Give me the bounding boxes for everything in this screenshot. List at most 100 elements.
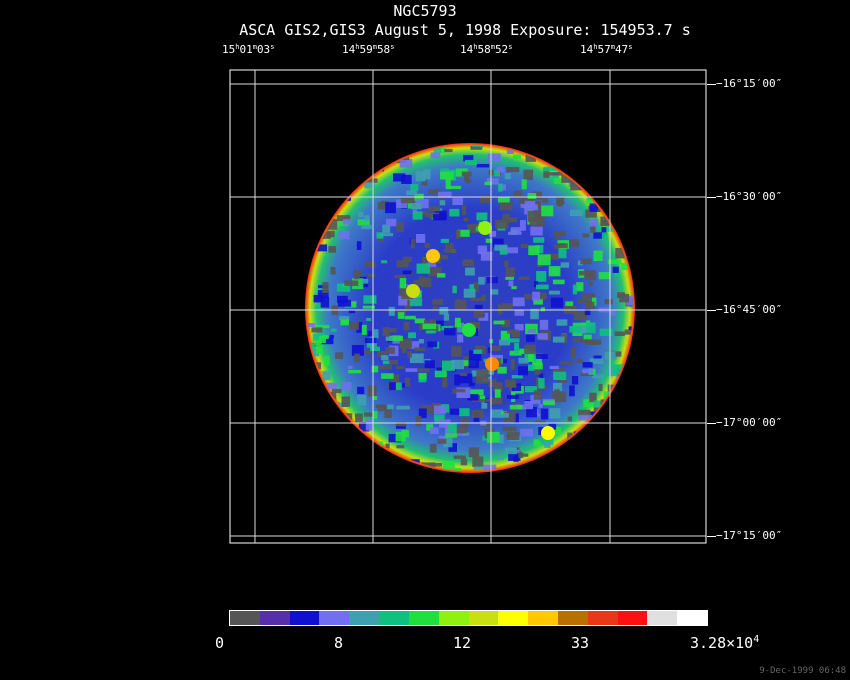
emission-pixel [616,462,621,471]
coordinate-grid [230,70,706,543]
emission-pixel [537,333,548,340]
timestamp: 9-Dec-1999 06:48 [759,666,846,676]
emission-pixel [402,270,412,275]
emission-pixel [561,174,575,183]
emission-pixel [380,233,393,237]
emission-pixel [582,233,590,238]
emission-pixel [540,307,545,312]
dec-label-5: −17°15′00″ [716,529,783,542]
emission-pixel [449,208,460,217]
emission-pixel [429,427,439,435]
emission-pixel [393,173,406,182]
xray-emission-map [307,145,641,478]
emission-pixel [504,411,516,423]
emission-pixel [549,408,561,419]
emission-pixel [593,232,605,239]
emission-pixel [615,430,630,436]
emission-pixel [456,426,468,434]
emission-pixel [560,262,570,268]
emission-pixel [352,165,359,174]
emission-pixel [625,208,633,216]
emission-pixel [599,328,613,337]
emission-pixel [518,452,524,458]
emission-pixel [325,218,338,230]
emission-pixel [635,471,641,478]
emission-pixel [494,389,501,398]
emission-pixel [424,360,435,369]
emission-pixel [420,468,431,471]
emission-pixel [432,320,444,328]
emission-pixel [617,459,628,470]
emission-pixel [389,382,396,391]
emission-pixel [320,416,334,425]
emission-pixel [436,367,443,374]
emission-pixel [510,359,515,370]
emission-pixel [561,145,576,147]
emission-pixel [371,365,379,373]
emission-pixel [548,290,560,295]
emission-pixel [609,446,617,453]
emission-pixel [467,394,479,401]
emission-pixel [591,297,597,306]
emission-pixel [473,466,484,470]
emission-pixel [533,390,543,400]
emission-pixel [496,456,504,461]
emission-pixel [327,230,335,238]
emission-pixel [308,367,313,375]
emission-pixel [553,382,563,391]
emission-pixel [493,320,505,325]
emission-pixel [372,411,378,419]
emission-pixel [526,406,537,418]
emission-pixel [385,443,390,449]
emission-pixel [470,297,483,301]
emission-pixel [312,333,325,342]
emission-pixel [322,282,329,293]
colorbar-label-max: 3.28×104 [690,634,760,652]
emission-pixel [337,295,348,303]
emission-pixel [493,169,500,177]
emission-pixel [441,146,446,154]
colorbar-label-4: 33 [571,634,590,652]
emission-pixel [364,412,373,417]
emission-pixel [326,445,338,456]
emission-pixel [437,438,447,444]
emission-pixel [439,200,446,206]
emission-pixel [317,187,323,192]
emission-pixel [513,413,519,424]
emission-pixel [356,322,363,333]
emission-pixel [536,271,547,282]
colorbar-swatch [408,611,439,625]
emission-pixel [336,470,348,471]
emission-pixel [395,421,407,427]
emission-pixel [367,330,372,337]
emission-pixel [514,324,524,331]
emission-pixel [623,176,633,183]
emission-pixel [400,344,409,348]
emission-pixel [518,357,529,364]
emission-pixel [457,372,468,377]
emission-pixel [459,408,470,417]
emission-pixel [423,169,431,180]
emission-pixel [310,163,319,173]
emission-pixel [480,251,493,261]
emission-pixel [561,151,566,159]
emission-pixel [472,456,484,467]
emission-pixel [603,391,609,402]
emission-pixel [590,223,596,233]
emission-pixel [501,413,509,418]
emission-pixel [494,244,508,251]
emission-pixel [519,348,530,355]
emission-pixel [347,171,358,180]
emission-pixel [388,306,395,316]
emission-pixel [464,159,478,166]
emission-pixel [358,211,364,218]
emission-pixel [610,470,622,471]
emission-pixel [413,280,427,286]
colorbar-swatch [528,611,558,625]
emission-pixel [307,461,319,471]
emission-pixel [569,239,580,248]
emission-pixel [615,247,625,259]
emission-pixel [561,453,571,459]
emission-pixel [468,350,482,361]
object-title: NGC5793 [393,2,457,20]
